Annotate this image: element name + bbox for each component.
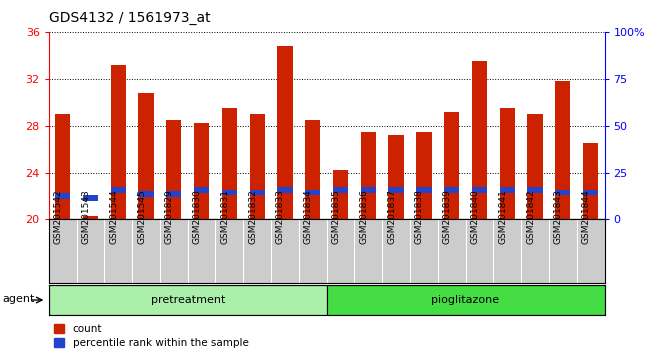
Bar bbox=[583, 143, 598, 219]
Bar bbox=[83, 195, 98, 201]
Bar bbox=[361, 187, 376, 193]
Bar bbox=[389, 187, 404, 193]
Bar bbox=[250, 114, 265, 219]
Bar bbox=[166, 191, 181, 196]
Text: GDS4132 / 1561973_at: GDS4132 / 1561973_at bbox=[49, 11, 211, 25]
Legend: count, percentile rank within the sample: count, percentile rank within the sample bbox=[54, 324, 248, 348]
Bar bbox=[138, 93, 153, 219]
Bar bbox=[111, 65, 126, 219]
Bar bbox=[444, 187, 460, 193]
Bar bbox=[138, 191, 153, 196]
Bar bbox=[194, 187, 209, 193]
Bar bbox=[250, 190, 265, 195]
Bar bbox=[527, 187, 543, 193]
Bar bbox=[55, 193, 70, 199]
Bar bbox=[500, 108, 515, 219]
Bar bbox=[49, 285, 326, 315]
Bar bbox=[111, 187, 126, 193]
Text: pioglitazone: pioglitazone bbox=[432, 295, 500, 305]
Bar bbox=[555, 190, 571, 195]
Bar bbox=[222, 190, 237, 195]
Bar bbox=[444, 112, 460, 219]
Bar bbox=[333, 187, 348, 193]
Bar bbox=[472, 61, 487, 219]
Bar bbox=[416, 187, 432, 193]
Bar bbox=[278, 46, 292, 219]
Bar bbox=[326, 285, 604, 315]
Bar bbox=[472, 187, 487, 193]
Bar bbox=[389, 135, 404, 219]
Bar bbox=[333, 170, 348, 219]
Bar bbox=[527, 114, 543, 219]
Bar bbox=[55, 114, 70, 219]
Bar bbox=[583, 190, 598, 195]
Bar bbox=[83, 216, 98, 219]
Text: agent: agent bbox=[3, 293, 35, 303]
Bar bbox=[194, 123, 209, 219]
Bar bbox=[278, 187, 292, 193]
Bar bbox=[305, 120, 320, 219]
Bar bbox=[305, 190, 320, 195]
Bar bbox=[555, 81, 571, 219]
Bar bbox=[361, 132, 376, 219]
Bar bbox=[166, 120, 181, 219]
Bar bbox=[222, 108, 237, 219]
Text: pretreatment: pretreatment bbox=[151, 295, 225, 305]
Bar bbox=[416, 132, 432, 219]
Bar bbox=[500, 187, 515, 193]
